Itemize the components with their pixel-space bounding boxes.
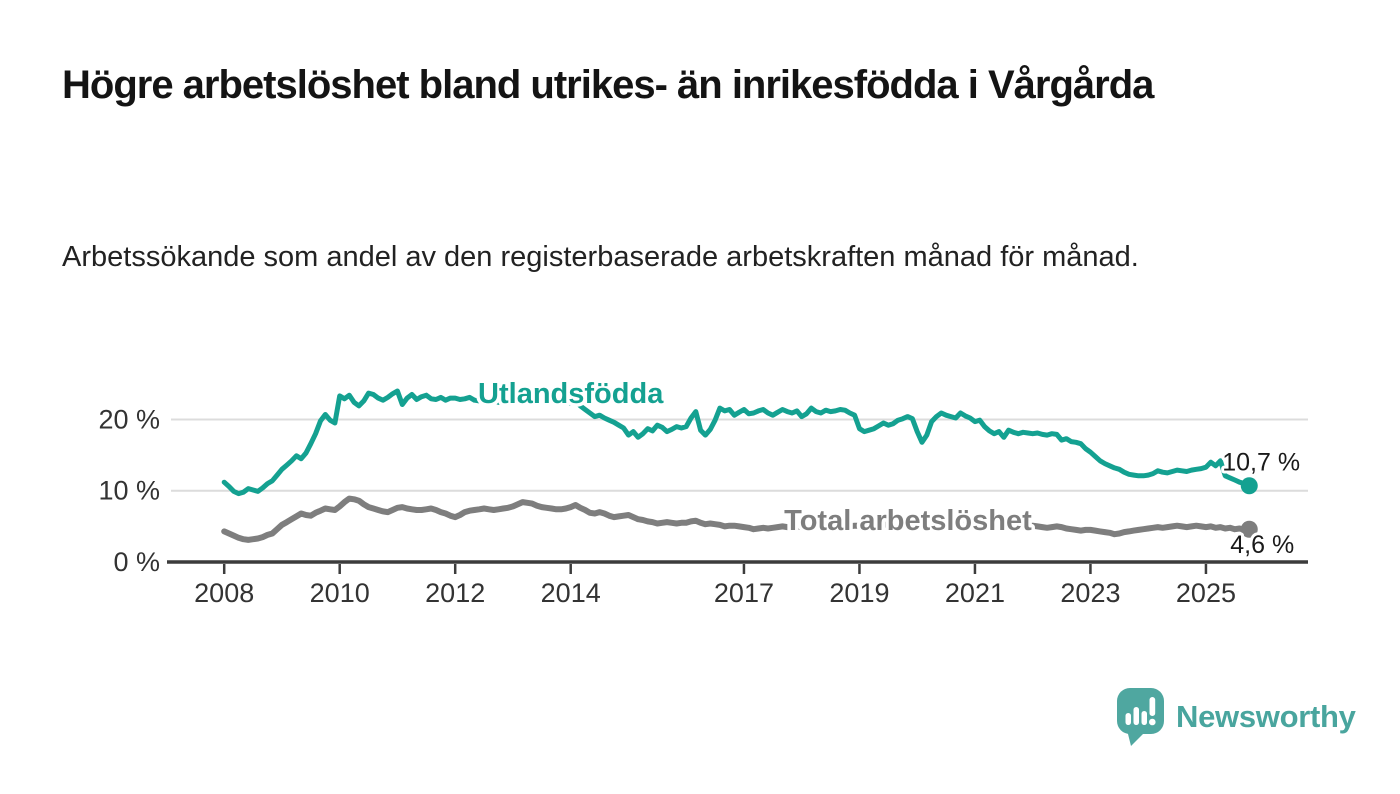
newsworthy-branding: Newsworthy [1115, 686, 1356, 748]
series-label-utlandsfodda: Utlandsfödda [478, 378, 664, 410]
newsworthy-logo-icon [1117, 688, 1164, 746]
x-axis-tick-label: 2014 [541, 578, 601, 608]
series-line-total [221, 495, 1253, 543]
newsworthy-wordmark: Newsworthy [1176, 699, 1356, 734]
y-axis-tick-label: 0 % [113, 547, 160, 577]
y-axis-tick-label: 10 % [98, 476, 160, 506]
series-end-dot [1240, 477, 1258, 495]
series-end-dot [1240, 520, 1258, 538]
x-axis-tick-label: 2010 [310, 578, 370, 608]
page-title: Högre arbetslöshet bland utrikes- än inr… [62, 63, 1154, 107]
series-line-utlandsfodda [221, 388, 1252, 497]
series-label-total: Total arbetslöshet [784, 505, 1032, 537]
x-axis-tick-label: 2012 [425, 578, 485, 608]
x-axis-tick-label: 2008 [194, 578, 254, 608]
chart-subtitle: Arbetssökande som andel av den registerb… [62, 241, 1139, 273]
end-value-label: 4,6 % [1230, 531, 1294, 559]
x-axis-tick-label: 2017 [714, 578, 774, 608]
end-value-label: 10,7 % [1222, 449, 1300, 477]
x-axis-tick-label: 2019 [829, 578, 889, 608]
y-axis-tick-label: 20 % [98, 404, 160, 434]
x-axis-tick-label: 2021 [945, 578, 1005, 608]
x-axis-tick-label: 2025 [1176, 578, 1236, 608]
x-axis-tick-label: 2023 [1060, 578, 1120, 608]
